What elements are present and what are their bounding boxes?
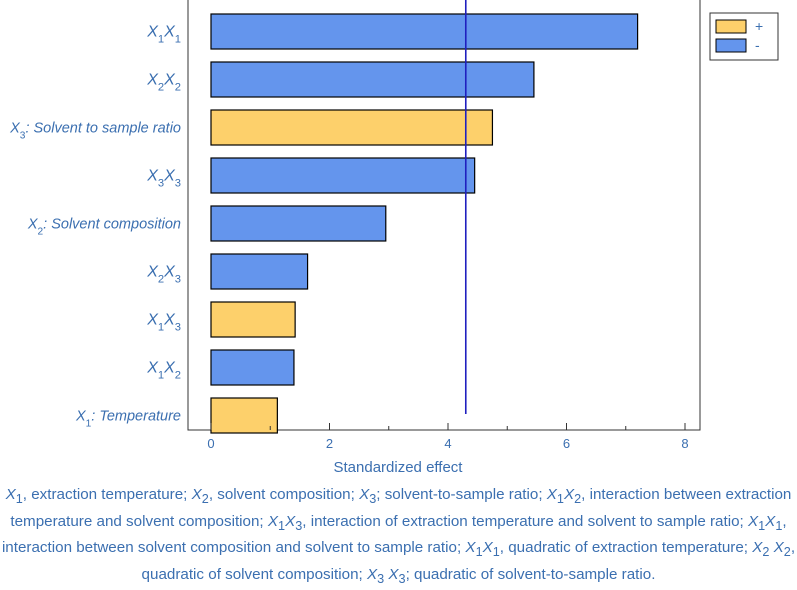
plot-frame xyxy=(187,0,701,431)
y-tick-label: X1: Temperature xyxy=(75,409,181,430)
y-tick-label: X3X3 xyxy=(146,168,181,190)
x-tick-label: 2 xyxy=(326,436,333,451)
bar xyxy=(210,397,278,434)
y-tick-label: X2X2 xyxy=(146,72,181,94)
bar xyxy=(210,349,295,386)
bar xyxy=(210,301,296,338)
bar xyxy=(210,205,387,242)
x-tick-label: 0 xyxy=(207,436,214,451)
legend-swatch xyxy=(715,38,747,53)
bar xyxy=(210,253,309,290)
y-tick-label: X1X2 xyxy=(146,360,181,382)
legend-label: - xyxy=(755,37,760,53)
figure-caption: X1, extraction temperature; X2, solvent … xyxy=(1,486,796,586)
pareto-chart: X1X1 X2X2 X3: Solvent to sample ratio X3X3 X… xyxy=(9,0,779,476)
x-tick-label: 8 xyxy=(681,436,688,451)
bar xyxy=(210,61,535,98)
x-axis-label: Standardized effect xyxy=(334,459,464,476)
bar xyxy=(210,13,639,50)
y-tick-label: X2: Solvent composition xyxy=(27,217,181,238)
y-tick-label: X1X1 xyxy=(146,24,181,46)
y-tick-label: X2X3 xyxy=(146,264,181,286)
legend-label: + xyxy=(755,18,763,34)
x-tick-label: 4 xyxy=(444,436,451,451)
x-tick-label: 6 xyxy=(563,436,570,451)
bar xyxy=(210,109,494,146)
legend-swatch xyxy=(715,19,747,34)
y-tick-label: X3: Solvent to sample ratio xyxy=(9,121,181,142)
bar xyxy=(210,157,476,194)
y-tick-label: X1X3 xyxy=(146,312,181,334)
